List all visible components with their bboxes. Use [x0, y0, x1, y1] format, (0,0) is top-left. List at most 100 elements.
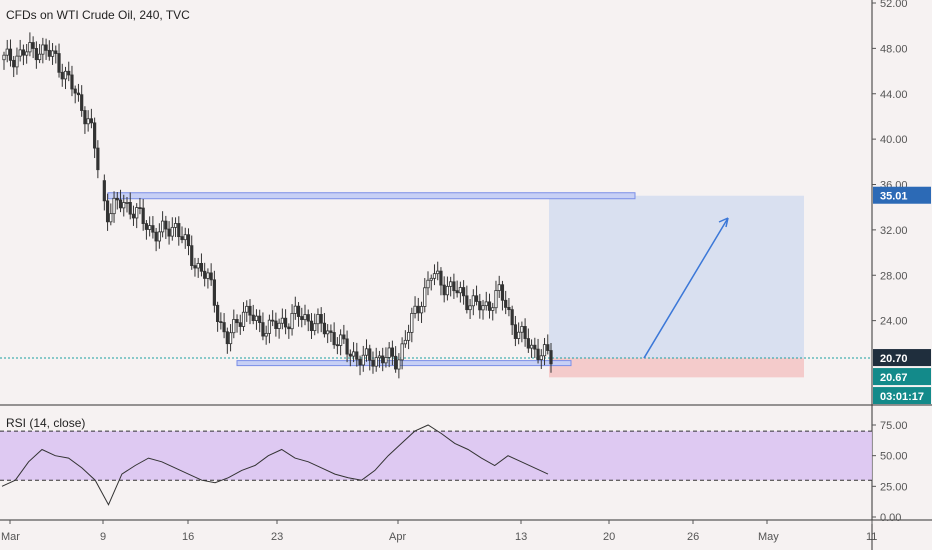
candle-body: [462, 287, 466, 297]
candle-body: [241, 311, 246, 327]
candle-body: [180, 236, 184, 241]
candle-body: [371, 359, 375, 367]
candle-body: [157, 231, 161, 242]
entry-badge: 20.70: [880, 353, 908, 365]
candle-body: [238, 322, 242, 327]
candle-body: [261, 322, 265, 337]
candle-body: [364, 348, 369, 356]
candle-body: [500, 284, 505, 301]
support-box: [236, 360, 572, 367]
time-tick-label: 13: [515, 531, 527, 543]
candle-body: [439, 270, 443, 286]
candle-body: [351, 351, 356, 357]
candle-body: [50, 50, 55, 57]
candle-body: [455, 290, 459, 294]
candle-body: [452, 281, 456, 292]
candle-body: [526, 338, 530, 349]
time-tick-label: 23: [271, 531, 283, 543]
candle-body: [83, 110, 87, 125]
candle-body: [38, 53, 42, 61]
candle-body: [190, 245, 194, 267]
candle-body: [491, 307, 495, 311]
candle-body: [513, 324, 517, 339]
candle-body: [18, 49, 22, 57]
candle-body: [193, 265, 197, 269]
candle-body: [57, 53, 61, 73]
candle-body: [410, 312, 414, 333]
candle-body: [41, 44, 45, 55]
candle-body: [5, 48, 9, 56]
candle-body: [316, 314, 320, 325]
candle-body: [300, 316, 304, 321]
last-price-badge-bg: [873, 368, 931, 386]
candle-body: [335, 344, 339, 347]
countdown-badge: 03:01:17: [880, 391, 924, 403]
candle-body: [374, 357, 378, 367]
candle-body: [397, 359, 401, 370]
candle-body: [309, 320, 314, 332]
candle-body: [164, 220, 168, 230]
rsi-label: RSI (14, close): [6, 416, 86, 430]
candle-body: [339, 334, 343, 346]
rsi-tick-label: 0.00: [880, 512, 901, 524]
candle-body: [413, 305, 417, 314]
candle-body: [54, 50, 58, 54]
time-tick-label: 11: [866, 531, 877, 543]
candle-body: [449, 281, 453, 287]
candle-body: [287, 326, 291, 330]
candle-body: [28, 42, 32, 53]
candle-body: [436, 270, 440, 275]
candle-body: [416, 305, 420, 314]
candle-body: [209, 272, 213, 281]
candle-body: [280, 317, 284, 324]
candle-body: [225, 331, 229, 345]
candle-body: [21, 49, 26, 56]
candle-body: [542, 344, 547, 357]
candle-body: [313, 323, 317, 332]
candle-body: [267, 319, 272, 334]
candle-body: [196, 263, 200, 269]
time-tick-label: 26: [687, 531, 699, 543]
candle-body: [290, 312, 294, 330]
candle-body: [34, 48, 38, 61]
time-tick-label: 9: [100, 531, 106, 543]
candle-body: [60, 71, 64, 80]
candle-body: [429, 277, 433, 281]
candle-body: [478, 301, 482, 311]
candle-body: [102, 180, 106, 202]
candle-body: [507, 306, 511, 311]
candle-body: [306, 314, 310, 322]
candle-body: [481, 305, 485, 311]
time-tick-label: 16: [182, 531, 194, 543]
price-tick-label: 52.00: [880, 0, 908, 10]
candle-body: [474, 295, 479, 302]
candle-body: [283, 317, 288, 328]
time-tick-label: Apr: [389, 531, 406, 543]
candle-body: [122, 202, 126, 209]
target-arrow-head: [718, 217, 729, 228]
candle-body: [296, 305, 301, 317]
candle-body: [293, 305, 297, 314]
candle-body: [128, 202, 132, 215]
price-tick-label: 48.00: [880, 43, 908, 55]
resistance-box: [107, 192, 636, 200]
candle-body: [487, 301, 492, 311]
candle-body: [384, 357, 388, 364]
candle-body: [177, 223, 181, 238]
candle-body: [67, 70, 71, 76]
candle-body: [222, 322, 226, 333]
candle-body: [494, 290, 498, 309]
candle-body: [154, 231, 158, 242]
candle-body: [390, 347, 395, 357]
candle-body: [326, 330, 330, 335]
candle-body: [96, 147, 100, 171]
candle-body: [258, 315, 262, 323]
candle-body: [232, 319, 236, 334]
price-tick-label: 24.00: [880, 316, 908, 328]
rsi-band: [0, 431, 872, 481]
candle-body: [245, 305, 249, 313]
candle-body: [118, 199, 123, 209]
price-tick-label: 40.00: [880, 134, 908, 146]
candle-body: [251, 314, 255, 321]
